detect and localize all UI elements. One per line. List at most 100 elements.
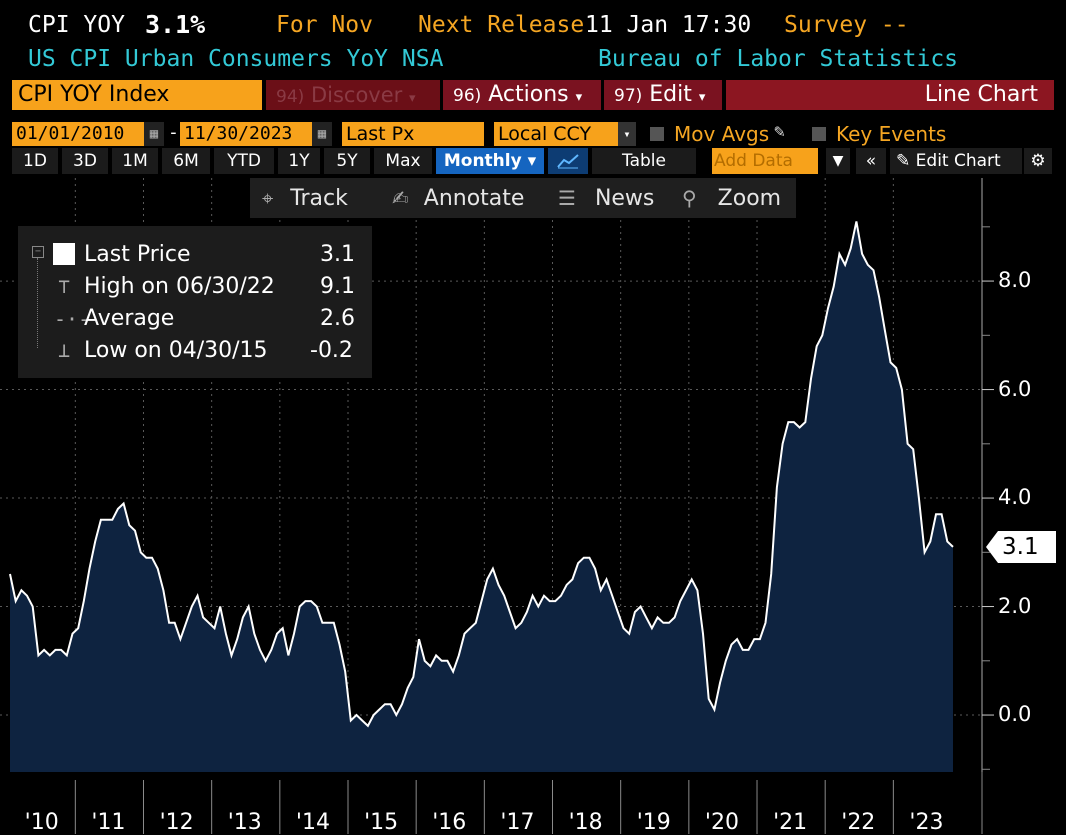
track-label: Track [290, 186, 348, 211]
range-ytd[interactable]: YTD [214, 148, 274, 174]
pencil-icon: ✎ [896, 151, 911, 171]
average-marker-icon: -·- [54, 307, 91, 331]
x-tick-label: '12 [159, 810, 194, 835]
legend-avg-label: Average [84, 306, 175, 331]
survey: Survey -- [784, 12, 909, 38]
x-tick-label: '18 [568, 810, 603, 835]
range-1d[interactable]: 1D [12, 148, 58, 174]
mov-avgs-label[interactable]: Mov Avgs [674, 122, 770, 146]
x-tick-label: '19 [636, 810, 671, 835]
chevron-down-icon[interactable]: ▾ [618, 122, 636, 146]
gear-icon[interactable]: ⚙ [1024, 148, 1052, 174]
x-tick-label: '13 [227, 810, 262, 835]
key-events-checkbox[interactable] [812, 127, 826, 141]
edit-chart-button[interactable]: ✎ Edit Chart [890, 148, 1022, 174]
legend-high-label: High on 06/30/22 [84, 274, 275, 299]
x-tick-label: '20 [704, 810, 739, 835]
range-3d[interactable]: 3D [62, 148, 108, 174]
x-tick-label: '23 [909, 810, 944, 835]
legend-last-label: Last Price [84, 242, 191, 267]
track-button[interactable]: ⌖ Track [262, 178, 348, 218]
series-line [9, 221, 954, 728]
high-marker-icon: ⊤ [58, 274, 71, 298]
edit-menu[interactable]: 97) Edit ▾ [604, 80, 722, 110]
collapse-icon[interactable]: − [32, 246, 44, 258]
x-tick-label: '16 [432, 810, 467, 835]
chevron-down-icon: ▾ [698, 90, 706, 105]
table-button[interactable]: Table [592, 148, 696, 174]
discover-menu[interactable]: 94) Discover ▾ [266, 80, 440, 110]
next-release-value: 11 Jan 17:30 [585, 12, 752, 38]
chevron-down-icon: ▾ [408, 91, 416, 106]
x-tick-label: '14 [295, 810, 330, 835]
crosshair-icon: ⌖ [262, 186, 274, 210]
actions-menu[interactable]: 96) Actions ▾ [443, 80, 601, 110]
zoom-button[interactable]: ⚲ Zoom [682, 178, 781, 218]
legend-tree-line [37, 258, 39, 348]
end-date-input[interactable]: 11/30/2023 [180, 122, 312, 146]
mov-avgs-checkbox[interactable] [650, 127, 664, 141]
x-tick-label: '10 [24, 810, 59, 835]
actions-num: 96) [453, 86, 482, 106]
pencil-icon[interactable]: ✎ [774, 121, 785, 142]
ticker: CPI YOY [28, 12, 125, 38]
frequency-select[interactable]: Monthly ▾ [436, 148, 544, 174]
description: US CPI Urban Consumers YoY NSA [28, 46, 444, 72]
x-tick-label: '15 [364, 810, 399, 835]
chart-type-title: Line Chart [726, 80, 1054, 110]
x-tick-label: '22 [841, 810, 876, 835]
calendar-icon[interactable]: ▦ [312, 122, 332, 146]
range-6m[interactable]: 6M [162, 148, 210, 174]
legend-avg-value: 2.6 [320, 306, 355, 331]
y-tick-label: 8.0 [998, 268, 1032, 293]
security-input[interactable]: CPI YOY Index [12, 80, 262, 110]
y-tick-label: 2.0 [998, 593, 1032, 618]
range-1y[interactable]: 1Y [278, 148, 320, 174]
start-date-input[interactable]: 01/01/2010 [12, 122, 144, 146]
series-area [10, 221, 953, 772]
next-release-label: Next Release [418, 12, 585, 38]
calendar-icon[interactable]: ▦ [144, 122, 164, 146]
legend-low-value: -0.2 [310, 338, 353, 363]
range-5y[interactable]: 5Y [324, 148, 370, 174]
range-max[interactable]: Max [374, 148, 432, 174]
annotate-label: Annotate [423, 186, 525, 211]
collapse-icon[interactable]: « [856, 148, 886, 174]
search-icon: ⚲ [682, 186, 697, 210]
news-icon: ☰ [558, 186, 576, 210]
x-tick-label: '21 [773, 810, 808, 835]
key-events-label[interactable]: Key Events [836, 122, 947, 146]
line-chart-icon[interactable] [548, 148, 588, 174]
y-tick-label: 0.0 [998, 702, 1032, 727]
current-value: 3.1% [145, 10, 206, 39]
field-input[interactable]: Last Px [342, 122, 484, 146]
filter-icon[interactable]: ▼ [826, 148, 850, 174]
legend-high-value: 9.1 [320, 274, 355, 299]
last-price-tag-value: 3.1 [1002, 533, 1039, 560]
annotate-icon: ✍ [392, 186, 409, 210]
low-marker-icon: ⊥ [58, 338, 71, 362]
zoom-label: Zoom [717, 186, 782, 211]
date-separator: - [168, 122, 179, 143]
news-button[interactable]: ☰ News [558, 178, 654, 218]
range-1m[interactable]: 1M [112, 148, 158, 174]
legend-last-value: 3.1 [320, 242, 355, 267]
last-price-tag: 3.1 [986, 530, 1056, 563]
discover-num: 94) [276, 87, 305, 107]
for-period: For Nov [276, 12, 373, 38]
news-label: News [594, 186, 655, 211]
actions-label: Actions [488, 82, 569, 107]
source: Bureau of Labor Statistics [598, 46, 959, 72]
y-tick-label: 6.0 [998, 376, 1032, 401]
discover-label: Discover [310, 83, 403, 107]
currency-select[interactable]: Local CCY [494, 122, 618, 146]
add-data-input[interactable]: Add Data [712, 148, 818, 174]
chevron-down-icon: ▾ [575, 90, 583, 105]
x-tick-label: '11 [91, 810, 126, 835]
legend-swatch [53, 243, 75, 265]
edit-chart-label: Edit Chart [915, 151, 1001, 171]
annotate-button[interactable]: ✍ Annotate [392, 178, 524, 218]
chart-tools-bar [250, 178, 796, 218]
edit-label: Edit [649, 82, 692, 107]
